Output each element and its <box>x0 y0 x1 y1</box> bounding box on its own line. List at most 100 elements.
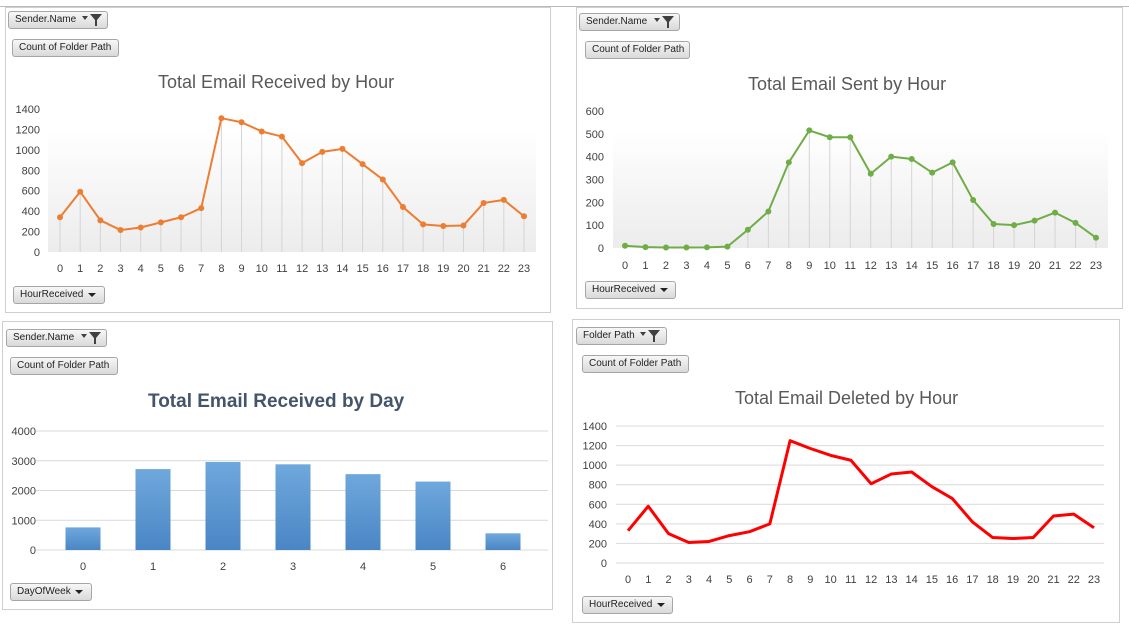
y-tick-label: 1200 <box>16 124 40 136</box>
x-tick-label: 8 <box>787 574 793 586</box>
data-point <box>178 214 185 221</box>
data-point <box>157 219 164 226</box>
y-tick-label: 1000 <box>583 460 607 472</box>
hour-received-axis-button[interactable]: HourReceived <box>585 281 676 299</box>
hour-received-axis-button[interactable]: HourReceived <box>582 596 673 614</box>
sender-name-filter-button[interactable]: Sender.Name <box>6 329 107 347</box>
x-tick-label: 4 <box>138 263 144 275</box>
filter-label: Sender.Name <box>15 14 77 25</box>
x-tick-label: 21 <box>1047 574 1059 586</box>
data-point <box>785 159 792 166</box>
x-tick-label: 18 <box>987 574 999 586</box>
x-tick-label: 1 <box>77 263 83 275</box>
filter-label: Sender.Name <box>586 16 648 27</box>
y-tick-label: 2000 <box>12 486 36 498</box>
dropdown-arrow-icon <box>73 584 85 606</box>
x-tick-label: 14 <box>906 260 918 272</box>
value-field-button[interactable]: Count of Folder Path <box>585 41 690 59</box>
chart-title: Total Email Received by Hour <box>158 72 395 92</box>
x-tick-label: 4 <box>706 574 712 586</box>
hour-received-axis-button[interactable]: HourReceived <box>13 286 105 304</box>
sender-name-filter-button[interactable]: Sender.Name <box>579 13 680 31</box>
value-field-button[interactable]: Count of Folder Path <box>12 39 119 57</box>
bar <box>135 469 171 550</box>
series-line <box>59 117 525 232</box>
y-tick-label: 300 <box>586 175 604 187</box>
data-point <box>359 161 366 168</box>
x-tick-label: 2 <box>665 574 671 586</box>
y-tick-label: 600 <box>586 106 604 118</box>
y-tick-label: 0 <box>30 545 36 557</box>
x-tick-label: 6 <box>500 561 506 573</box>
x-tick-label: 3 <box>683 260 689 272</box>
data-point <box>379 176 386 183</box>
data-point <box>703 244 710 251</box>
x-tick-label: 22 <box>498 263 510 275</box>
data-point <box>521 213 527 220</box>
x-tick-label: 19 <box>1008 260 1020 272</box>
x-tick-label: 13 <box>885 574 897 586</box>
x-tick-label: 13 <box>885 260 897 272</box>
x-tick-label: 15 <box>926 260 938 272</box>
x-tick-label: 6 <box>745 260 751 272</box>
y-tick-label: 600 <box>589 499 607 511</box>
x-tick-label: 23 <box>518 263 530 275</box>
x-tick-label: 23 <box>1088 574 1100 586</box>
data-point <box>198 205 205 212</box>
x-tick-label: 8 <box>786 260 792 272</box>
x-tick-label: 5 <box>724 260 730 272</box>
data-point <box>218 115 225 122</box>
value-field-label: Count of Folder Path <box>17 360 110 371</box>
y-tick-label: 0 <box>598 243 604 255</box>
data-point <box>77 188 84 195</box>
value-field-button[interactable]: Count of Folder Path <box>582 355 689 373</box>
bar <box>345 474 381 550</box>
x-tick-label: 4 <box>704 260 710 272</box>
x-tick-label: 18 <box>417 263 429 275</box>
axis-field-label: HourReceived <box>592 284 656 295</box>
x-tick-label: 16 <box>377 263 389 275</box>
data-point <box>1011 222 1018 229</box>
data-point <box>500 196 507 203</box>
filter-funnel-icon <box>81 12 103 34</box>
filter-funnel-icon <box>639 328 661 350</box>
x-tick-label: 7 <box>198 263 204 275</box>
data-point <box>57 214 63 221</box>
x-tick-label: 15 <box>926 574 938 586</box>
x-tick-label: 0 <box>57 263 63 275</box>
y-tick-label: 800 <box>22 165 40 177</box>
bar <box>275 464 311 550</box>
x-tick-label: 0 <box>625 574 631 586</box>
bar <box>205 461 241 550</box>
x-tick-label: 21 <box>478 263 490 275</box>
x-tick-label: 13 <box>316 263 328 275</box>
x-tick-label: 9 <box>806 260 812 272</box>
data-point <box>440 222 447 229</box>
sender-name-filter-button[interactable]: Sender.Name <box>8 11 108 29</box>
day-of-week-axis-button[interactable]: DayOfWeek <box>10 583 92 601</box>
y-tick-label: 0 <box>601 558 607 570</box>
x-tick-label: 22 <box>1068 574 1080 586</box>
dropdown-arrow-icon <box>658 282 670 304</box>
bar <box>485 533 521 550</box>
y-tick-label: 1000 <box>12 515 36 527</box>
x-tick-label: 10 <box>256 263 268 275</box>
dropdown-arrow-icon <box>86 287 98 309</box>
y-tick-label: 600 <box>22 186 40 198</box>
y-tick-label: 100 <box>586 220 604 232</box>
value-field-button[interactable]: Count of Folder Path <box>10 357 118 375</box>
data-point <box>806 127 813 134</box>
y-tick-label: 200 <box>589 538 607 550</box>
x-tick-label: 5 <box>726 574 732 586</box>
data-point <box>480 199 487 206</box>
axis-field-label: HourReceived <box>20 289 84 300</box>
x-tick-label: 12 <box>296 263 308 275</box>
data-point <box>1031 217 1038 224</box>
folder-path-filter-button[interactable]: Folder Path <box>576 327 667 345</box>
data-point <box>137 224 144 231</box>
data-point <box>1072 219 1079 226</box>
x-tick-label: 1 <box>645 574 651 586</box>
x-tick-label: 19 <box>1007 574 1019 586</box>
x-tick-label: 3 <box>290 561 296 573</box>
bar <box>65 527 101 550</box>
